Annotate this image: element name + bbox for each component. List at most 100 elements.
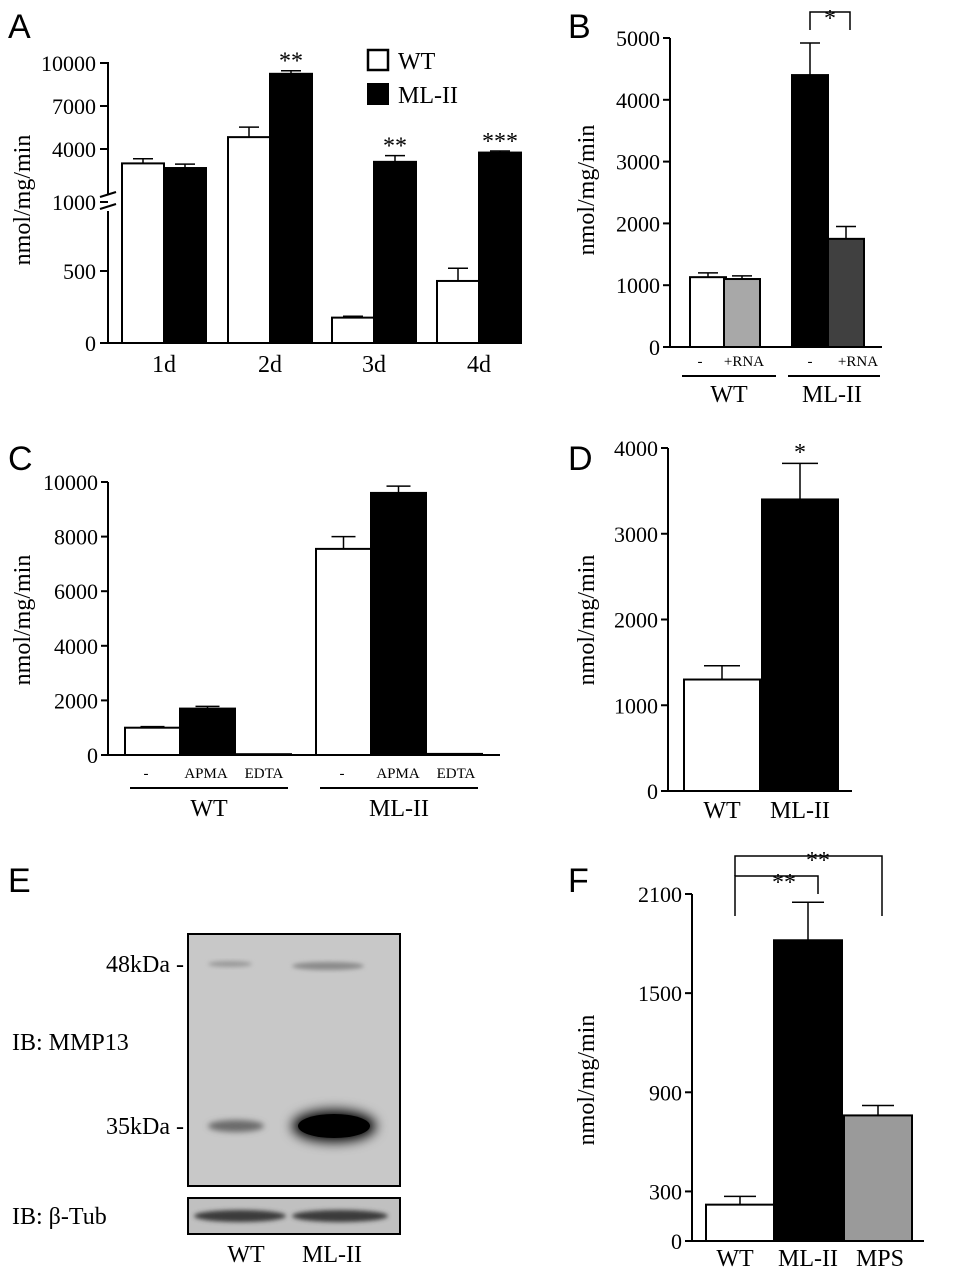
panel-d-annotations: WT ML-II * bbox=[703, 440, 830, 824]
panel-d-bar-wt bbox=[683, 678, 761, 793]
panel-b-sublabel-4: +RNA bbox=[838, 354, 878, 370]
panel-b-bar-ml2-untreated bbox=[791, 74, 829, 349]
panel-c-ylabel: nmol/mg/min bbox=[10, 555, 36, 686]
legend-swatch-wt bbox=[366, 48, 390, 72]
panel-a-significance-4d: *** bbox=[482, 129, 518, 155]
panel-a-ylabel: nmol/mg/min bbox=[10, 135, 36, 266]
legend-label-ml2: ML-II bbox=[398, 83, 458, 109]
panel-f-ylabel: nmol/mg/min bbox=[574, 1015, 600, 1146]
panel-b-ytick-label-1: 1000 bbox=[616, 273, 660, 298]
panel-a-bar-ml2-4d bbox=[478, 151, 522, 344]
panel-a-legend: WT ML-II bbox=[366, 48, 458, 109]
band-35kda-ml2-core bbox=[298, 1114, 370, 1138]
panel-d-bar-mlii bbox=[761, 498, 839, 792]
panel-a-bar-wt-4d bbox=[436, 279, 480, 344]
panel-a-ytick-label-1000: 1000 bbox=[52, 190, 96, 215]
panel-a-bar-ml2-1d bbox=[163, 167, 207, 344]
panel-f-annotations: WT ML-II MPS ** ** bbox=[716, 848, 904, 1272]
panel-c-sublabel-4: - bbox=[340, 766, 345, 782]
ib-mmp13-label: IB: MMP13 bbox=[12, 1030, 129, 1056]
panel-f-bar-mps bbox=[843, 1114, 913, 1243]
panel-b-axes: 0 1000 2000 3000 4000 5000 bbox=[616, 26, 882, 360]
panel-a-significance-2d: ** bbox=[279, 49, 303, 75]
panel-a-axis-break-1 bbox=[99, 191, 117, 198]
panel-b-ytick-label-5: 5000 bbox=[616, 26, 660, 51]
panel-d-bars bbox=[683, 462, 839, 793]
blot-membrane-mmp13 bbox=[187, 933, 401, 1187]
panel-c-sublabel-3: EDTA bbox=[245, 766, 284, 782]
panel-a-significance-3d: ** bbox=[383, 134, 407, 160]
panel-b-bar-wt-untreated bbox=[689, 276, 727, 348]
panel-b-ytick-label-3: 3000 bbox=[616, 150, 660, 175]
panel-f-significance-2: ** bbox=[806, 848, 830, 874]
panel-d-xlabel-wt: WT bbox=[703, 798, 741, 824]
panel-d-ytick-label-1: 1000 bbox=[614, 693, 658, 718]
band-tubulin-ml2 bbox=[292, 1210, 388, 1222]
panel-b-label: B bbox=[568, 8, 591, 46]
marker-48kda: 48kDa - bbox=[106, 952, 184, 978]
band-48kda-ml2 bbox=[292, 962, 364, 970]
panel-c-ytick-label-1: 2000 bbox=[54, 688, 98, 713]
panel-a: A nmol/mg/min 0 500 1000 4000 7000 10000… bbox=[8, 8, 522, 378]
panel-c-ytick-label-2: 4000 bbox=[54, 634, 98, 659]
panel-d-ytick-label-2: 2000 bbox=[614, 608, 658, 633]
panel-d-significance-star: * bbox=[794, 440, 806, 466]
panel-f-xlabel-mps: MPS bbox=[856, 1246, 904, 1272]
panel-b-ylabel: nmol/mg/min bbox=[574, 125, 600, 256]
panel-a-axis-break-2 bbox=[99, 203, 117, 210]
panel-c-label: C bbox=[8, 440, 33, 478]
lane-label-ml2: ML-II bbox=[302, 1242, 362, 1268]
band-tubulin-wt bbox=[194, 1210, 286, 1222]
panel-a-ytick-label-7000: 7000 bbox=[52, 94, 96, 119]
panel-b-sublabel-1: - bbox=[698, 354, 703, 370]
panel-a-xlabel-2d: 2d bbox=[258, 352, 282, 378]
panel-c-bar-wt-untreated bbox=[124, 726, 181, 757]
panel-a-bars: 1d ** 2d ** 3d *** 4d bbox=[121, 49, 522, 378]
panel-f-xlabel-wt: WT bbox=[716, 1246, 754, 1272]
panel-f-significance-1: ** bbox=[772, 870, 796, 896]
panel-e: E 48kDa - 35kDa - IB: MMP13 IB: β-Tub WT… bbox=[8, 862, 401, 1268]
panel-b-bar-ml2-rna bbox=[827, 237, 865, 349]
panel-a-bar-wt-1d bbox=[121, 162, 165, 344]
panel-d: D nmol/mg/min 0 1000 2000 3000 4000 WT ML-II… bbox=[568, 436, 852, 824]
panel-c-sublabel-6: EDTA bbox=[437, 766, 476, 782]
panel-b-annotations: - +RNA - +RNA WT ML-II * bbox=[682, 6, 880, 408]
band-48kda-wt bbox=[208, 961, 252, 967]
panel-b-ytick-label-0: 0 bbox=[649, 335, 660, 360]
legend-label-wt: WT bbox=[398, 49, 436, 75]
panel-c-axes: 0 2000 4000 6000 8000 10000 bbox=[43, 470, 500, 768]
panel-c-sublabel-2: APMA bbox=[184, 766, 228, 782]
panel-a-ytick-label-0: 0 bbox=[85, 331, 96, 356]
panel-b-ytick-label-2: 2000 bbox=[616, 211, 660, 236]
panel-c-group-label-ml2: ML-II bbox=[369, 796, 429, 822]
panel-a-label: A bbox=[8, 8, 31, 46]
panel-b-ytick-label-4: 4000 bbox=[616, 88, 660, 113]
panel-c-bar-ml2-apma bbox=[370, 491, 427, 756]
panel-f-ytick-label-3: 1500 bbox=[638, 981, 682, 1006]
panel-f-bars bbox=[705, 901, 913, 1243]
panel-f-bracket-wt-mps bbox=[734, 855, 883, 916]
panel-c: C nmol/mg/min 0 2000 4000 6000 8000 10000 - A… bbox=[8, 440, 500, 822]
panel-a-ytick-label-500: 500 bbox=[63, 259, 96, 284]
panel-d-label: D bbox=[568, 440, 593, 478]
panel-a-xlabel-4d: 4d bbox=[467, 352, 491, 378]
panel-d-ytick-label-4: 4000 bbox=[614, 436, 658, 461]
panel-a-bar-wt-3d bbox=[331, 316, 375, 344]
panel-a-ytick-label-4000: 4000 bbox=[52, 137, 96, 162]
panel-e-label: E bbox=[8, 862, 31, 900]
panel-f-axes: 0 300 900 1500 2100 bbox=[638, 882, 924, 1254]
panel-d-xlabel-ml2: ML-II bbox=[770, 798, 830, 824]
panel-c-bars bbox=[124, 485, 483, 757]
panel-c-bar-wt-apma bbox=[179, 707, 236, 757]
panel-b: B nmol/mg/min 0 1000 2000 3000 4000 5000 - +R… bbox=[568, 6, 882, 408]
panel-b-significance-star: * bbox=[824, 6, 836, 32]
panel-b-bar-wt-rna bbox=[723, 278, 761, 348]
panel-f-ytick-label-4: 2100 bbox=[638, 882, 682, 907]
panel-c-sublabel-1: - bbox=[144, 766, 149, 782]
panel-f-xlabel-ml2: ML-II bbox=[778, 1246, 838, 1272]
legend-swatch-ml2 bbox=[367, 83, 389, 105]
panel-c-ytick-label-5: 10000 bbox=[43, 470, 98, 495]
panel-d-ylabel: nmol/mg/min bbox=[574, 555, 600, 686]
panel-f-bar-wt bbox=[705, 1203, 775, 1242]
panel-f-label: F bbox=[568, 862, 589, 900]
